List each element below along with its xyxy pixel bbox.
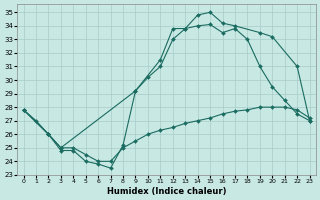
X-axis label: Humidex (Indice chaleur): Humidex (Indice chaleur) [107,187,226,196]
